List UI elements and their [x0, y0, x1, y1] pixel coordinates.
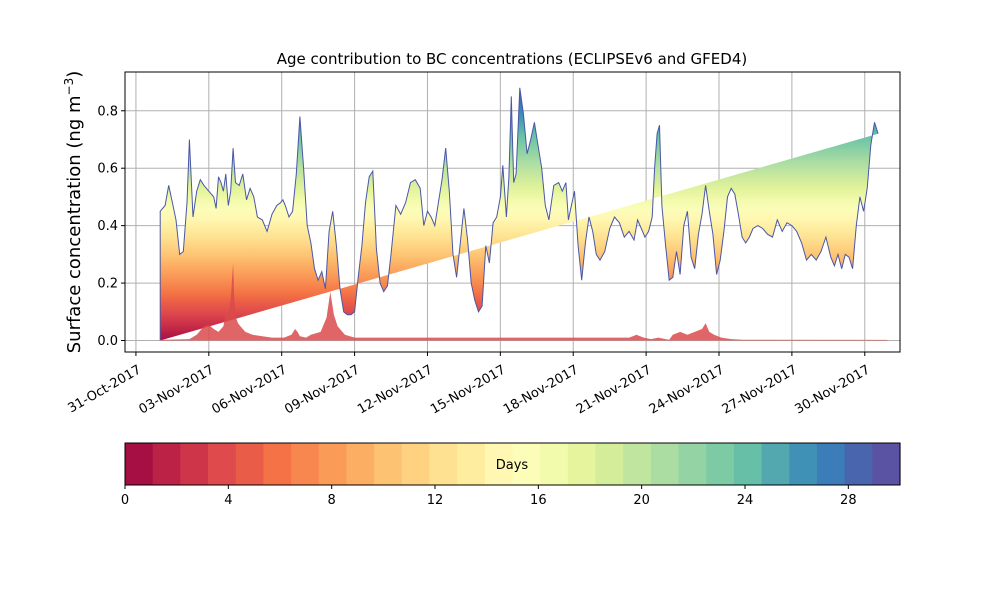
x-tick-label: 09-Nov-2017 — [282, 362, 362, 417]
colorbar-cell — [152, 443, 181, 485]
colorbar-cell — [623, 443, 652, 485]
colorbar-cell — [125, 443, 154, 485]
colorbar-tick-label: 20 — [633, 493, 650, 508]
colorbar-ticks: 0 4 8 12 16 20 24 28 — [121, 485, 857, 508]
colorbar-frame — [124, 442, 901, 486]
x-tick-label: 24-Nov-2017 — [647, 362, 727, 417]
y-tick-label: 0.0 — [97, 334, 118, 349]
x-tick-label: 03-Nov-2017 — [137, 362, 217, 417]
plot-area: 31-Oct-201703-Nov-201706-Nov-201709-Nov-… — [66, 71, 901, 417]
x-tick-label: 18-Nov-2017 — [501, 362, 581, 417]
colorbar-tick-label: 16 — [530, 493, 547, 508]
x-tick-label: 12-Nov-2017 — [355, 362, 435, 417]
colorbar-tick-label: 12 — [427, 493, 444, 508]
colorbar-cell — [291, 443, 320, 485]
chart-title: Age contribution to BC concentrations (E… — [277, 50, 748, 68]
fresh-contribution-area — [160, 263, 888, 341]
colorbar-cell — [401, 443, 431, 485]
y-tick-label: 0.8 — [97, 104, 118, 119]
colorbar-tick-label: 4 — [224, 493, 232, 508]
colorbar-cell — [706, 443, 735, 485]
colorbar-cell — [733, 443, 763, 485]
colorbar-cell — [844, 443, 873, 485]
axes-frame — [124, 71, 901, 353]
colorbar-tick-label: 8 — [328, 493, 336, 508]
y-axis-label-main: Surface concentration (ng m — [64, 95, 85, 353]
x-tick-label: 15-Nov-2017 — [428, 362, 508, 417]
colorbar-cell — [180, 443, 209, 485]
colorbar-label: Days — [496, 458, 529, 473]
colorbar-cell — [208, 443, 237, 485]
colorbar-cell — [650, 443, 680, 485]
colorbar-cell — [346, 443, 375, 485]
colorbar-cell — [457, 443, 486, 485]
colorbar-cell — [484, 443, 514, 485]
colorbar-cell — [761, 443, 790, 485]
x-axis: 31-Oct-201703-Nov-201706-Nov-201709-Nov-… — [66, 352, 873, 417]
y-axis-label-close: ) — [64, 71, 85, 78]
y-axis-label-exponent: −3 — [62, 78, 76, 96]
colorbar-cell — [429, 443, 458, 485]
colorbar-cell — [816, 443, 846, 485]
total-concentration-area — [159, 87, 879, 341]
y-axis: 0.0 0.2 0.4 0.6 0.8 — [97, 104, 125, 349]
x-tick-label: 30-Nov-2017 — [792, 362, 872, 417]
colorbar-cell — [567, 443, 597, 485]
colorbar-tick-label: 0 — [121, 493, 129, 508]
colorbar-cell — [789, 443, 818, 485]
x-tick-label: 27-Nov-2017 — [720, 362, 800, 417]
colorbar-cell — [235, 443, 264, 485]
colorbar-cell — [872, 443, 901, 485]
x-tick-label: 21-Nov-2017 — [574, 362, 654, 417]
colorbar-cell — [318, 443, 348, 485]
colorbar-tick-label: 28 — [840, 493, 857, 508]
y-axis-label: Surface concentration (ng m−3) — [62, 71, 85, 354]
colorbar-cell — [512, 443, 541, 485]
y-tick-label: 0.2 — [97, 277, 118, 292]
colorbar-cell — [374, 443, 403, 485]
colorbar-cell — [540, 443, 569, 485]
colorbar: Days 0 4 8 12 16 20 24 28 — [121, 442, 901, 508]
y-tick-label: 0.4 — [97, 219, 118, 234]
colorbar-cell — [678, 443, 707, 485]
colorbar-cell — [263, 443, 292, 485]
colorbar-tick-label: 24 — [737, 493, 754, 508]
x-tick-label: 06-Nov-2017 — [209, 362, 289, 417]
y-tick-label: 0.6 — [97, 162, 118, 177]
colorbar-cells — [125, 443, 901, 485]
x-tick-label: 31-Oct-2017 — [66, 362, 144, 416]
colorbar-cell — [595, 443, 624, 485]
